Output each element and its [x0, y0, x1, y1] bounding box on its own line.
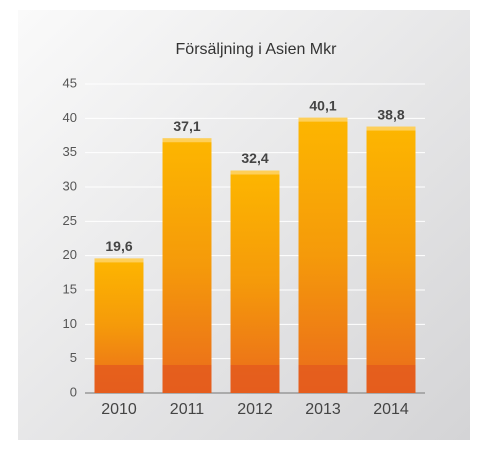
y-tick-label: 0: [70, 384, 77, 399]
value-label: 38,8: [377, 106, 404, 122]
value-label: 19,6: [105, 238, 132, 254]
value-label: 32,4: [241, 150, 268, 166]
x-tick-label: 2010: [101, 401, 137, 418]
bar-shine: [94, 258, 144, 263]
x-tick-label: 2013: [305, 401, 341, 418]
bar: [162, 138, 212, 393]
y-tick-label: 30: [63, 178, 77, 193]
bar-shine: [230, 170, 280, 175]
bar-shine: [298, 117, 348, 122]
bar-base: [94, 365, 144, 393]
bar-base: [298, 365, 348, 393]
y-tick-label: 40: [63, 110, 77, 125]
x-tick-label: 2011: [170, 401, 205, 418]
y-tick-label: 10: [63, 316, 77, 331]
bar-base: [366, 365, 416, 393]
bar: [366, 126, 416, 393]
bar: [298, 117, 348, 393]
y-tick-label: 5: [70, 350, 77, 365]
bar: [230, 170, 280, 393]
x-tick-label: 2012: [237, 401, 273, 418]
y-tick-label: 45: [63, 75, 77, 90]
y-tick-label: 25: [63, 213, 77, 228]
bar-base: [162, 365, 212, 393]
y-tick-label: 15: [63, 281, 77, 296]
value-label: 37,1: [173, 118, 200, 134]
bar-base: [230, 365, 280, 393]
y-tick-label: 20: [63, 247, 77, 262]
x-tick-label: 2014: [373, 401, 409, 418]
bar-shine: [366, 126, 416, 131]
value-label: 40,1: [309, 97, 336, 113]
chart-title: Försäljning i Asien Mkr: [176, 41, 338, 58]
bar-shine: [162, 138, 212, 143]
y-tick-label: 35: [63, 144, 77, 159]
